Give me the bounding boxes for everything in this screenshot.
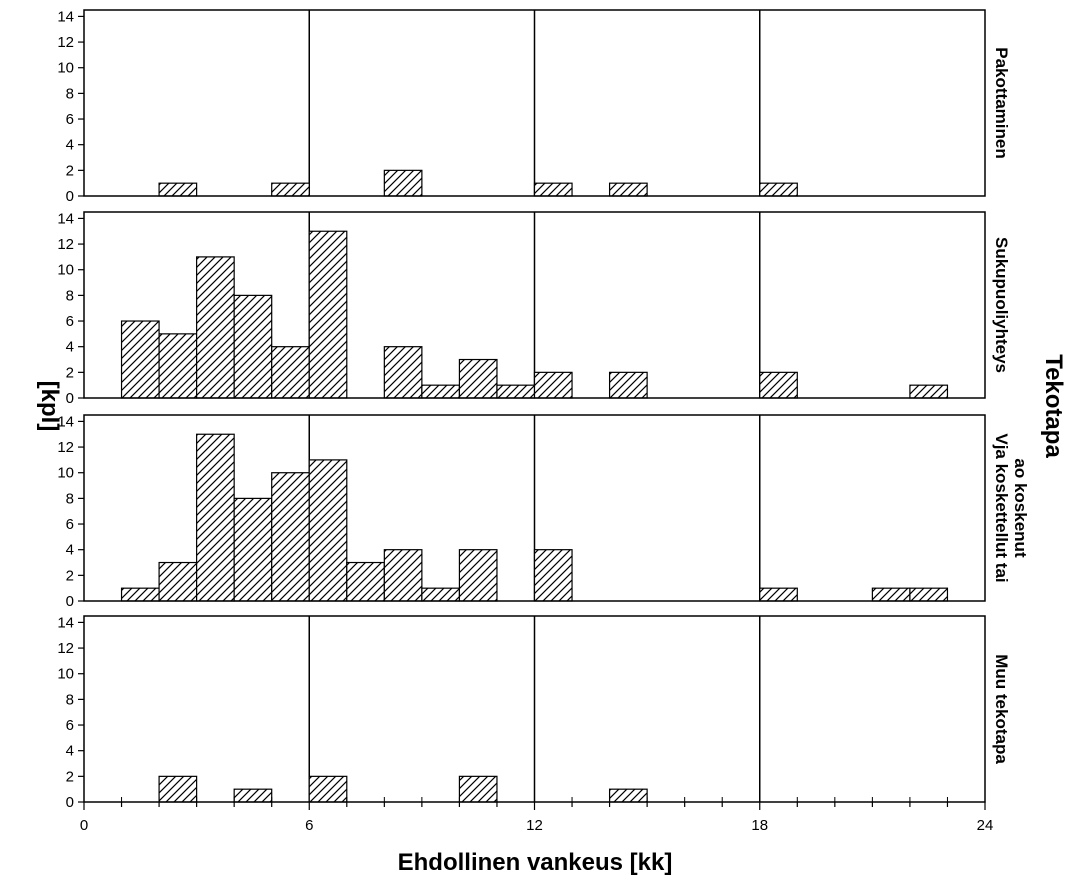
- histogram-bar: [533, 182, 573, 197]
- histogram-bar: [909, 384, 949, 399]
- panel-1: 0 2 4 6 8 10 12 14 Pakottaminen: [57, 8, 1011, 205]
- y-tick-label: 0: [66, 593, 74, 610]
- y-tick-label: 2: [66, 364, 74, 381]
- panel-2: 0 2 4 6 8 10 12 14 Sukupuoliyhteys: [57, 210, 1011, 407]
- y-tick-label: 8: [66, 287, 74, 304]
- histogram-bar: [233, 788, 273, 803]
- y-tick-label: 8: [66, 490, 74, 507]
- histogram-bar: [196, 256, 235, 399]
- x-axis-title: Ehdollinen vankeus [kk]: [398, 849, 673, 876]
- y-tick-label: 10: [57, 465, 74, 482]
- histogram-bar: [308, 459, 348, 602]
- histogram-bar: [608, 371, 648, 399]
- y-tick-label: 12: [57, 236, 74, 253]
- facet-label: ao koskenut: [1011, 458, 1030, 558]
- histogram-bar: [383, 346, 423, 399]
- histogram-bar: [458, 358, 498, 399]
- histogram-bar: [759, 182, 798, 197]
- histogram-bar: [271, 346, 310, 399]
- histogram-bar: [759, 587, 798, 602]
- y-tick-label: 2: [66, 768, 74, 785]
- y-tick-label: 12: [57, 34, 74, 51]
- histogram-bar: [158, 333, 198, 399]
- y-tick-label: 2: [66, 567, 74, 584]
- y-tick-label: 14: [57, 8, 74, 25]
- panel-3: 0 2 4 6 8 10 12 14 Vja koskettellut tai ao kosken…: [57, 413, 1030, 610]
- histogram-bar: [196, 433, 235, 602]
- x-tick-label: 0: [80, 817, 88, 834]
- y-tick-label: 6: [66, 313, 74, 330]
- y-tick-label: 8: [66, 691, 74, 708]
- histogram-bar: [120, 320, 160, 399]
- facet-label: Muu tekotapa: [992, 654, 1011, 764]
- histogram-bar: [233, 497, 273, 602]
- histogram-bar: [158, 561, 198, 602]
- y-tick-label: 0: [66, 390, 74, 407]
- y-tick-label: 10: [57, 60, 74, 77]
- y-tick-label: 14: [57, 413, 74, 430]
- panel-frame: [83, 9, 986, 197]
- y-tick-label: 4: [66, 137, 74, 154]
- x-tick-label: 18: [751, 817, 768, 834]
- y-tick-label: 6: [66, 111, 74, 128]
- histogram-bar: [158, 775, 198, 803]
- y-tick-label: 14: [57, 210, 74, 227]
- histogram-bar: [533, 549, 573, 602]
- panel-4: 0 2 4 6 8 10 12 14 Muu tekotapa: [57, 614, 1011, 811]
- histogram-bar: [383, 169, 423, 197]
- x-tick-label: 24: [977, 817, 994, 834]
- histogram-bar: [346, 561, 385, 602]
- y-tick-label: 4: [66, 339, 74, 356]
- histogram-bar: [308, 775, 348, 803]
- y-tick-label: 6: [66, 717, 74, 734]
- histogram-bar: [458, 549, 498, 602]
- panel-frame: [83, 414, 986, 602]
- facet-label: Pakottaminen: [992, 47, 1011, 158]
- x-tick-label: 12: [526, 817, 543, 834]
- y-tick-label: 4: [66, 743, 74, 760]
- y-tick-label: 4: [66, 542, 74, 559]
- y-tick-label: 0: [66, 188, 74, 205]
- y-tick-label: 0: [66, 794, 74, 811]
- histogram-bar: [158, 182, 198, 197]
- histogram-bar: [120, 587, 160, 602]
- histogram-bar: [458, 775, 498, 803]
- facet-label: Sukupuoliyhteys: [992, 237, 1011, 373]
- y-tick-label: 14: [57, 614, 74, 631]
- facet-title: Tekotapa: [1040, 354, 1067, 458]
- histogram-bar: [909, 587, 949, 602]
- y-tick-label: 10: [57, 666, 74, 683]
- y-tick-label: 2: [66, 162, 74, 179]
- histogram-bar: [308, 230, 348, 399]
- histogram-bar: [421, 384, 461, 399]
- histogram-bar: [608, 182, 648, 197]
- histogram-bar: [233, 294, 273, 399]
- panel-frame: [83, 211, 986, 399]
- y-tick-label: 6: [66, 516, 74, 533]
- histogram-bar: [421, 587, 461, 602]
- histogram-bar: [496, 384, 536, 399]
- x-tick-label: 6: [305, 817, 313, 834]
- facet-label: Vja koskettellut tai: [992, 433, 1011, 582]
- histogram-bar: [383, 549, 423, 602]
- y-tick-label: 10: [57, 262, 74, 279]
- y-tick-label: 12: [57, 640, 74, 657]
- histogram-bar: [271, 472, 310, 602]
- histogram-bar: [533, 371, 573, 399]
- histogram-bar: [759, 371, 798, 399]
- histogram-bar: [271, 182, 310, 197]
- histogram-bar: [871, 587, 911, 602]
- histogram-bar: [608, 788, 648, 803]
- y-tick-label: 8: [66, 85, 74, 102]
- y-axis-title: [kpl]: [36, 381, 63, 432]
- y-tick-label: 12: [57, 439, 74, 456]
